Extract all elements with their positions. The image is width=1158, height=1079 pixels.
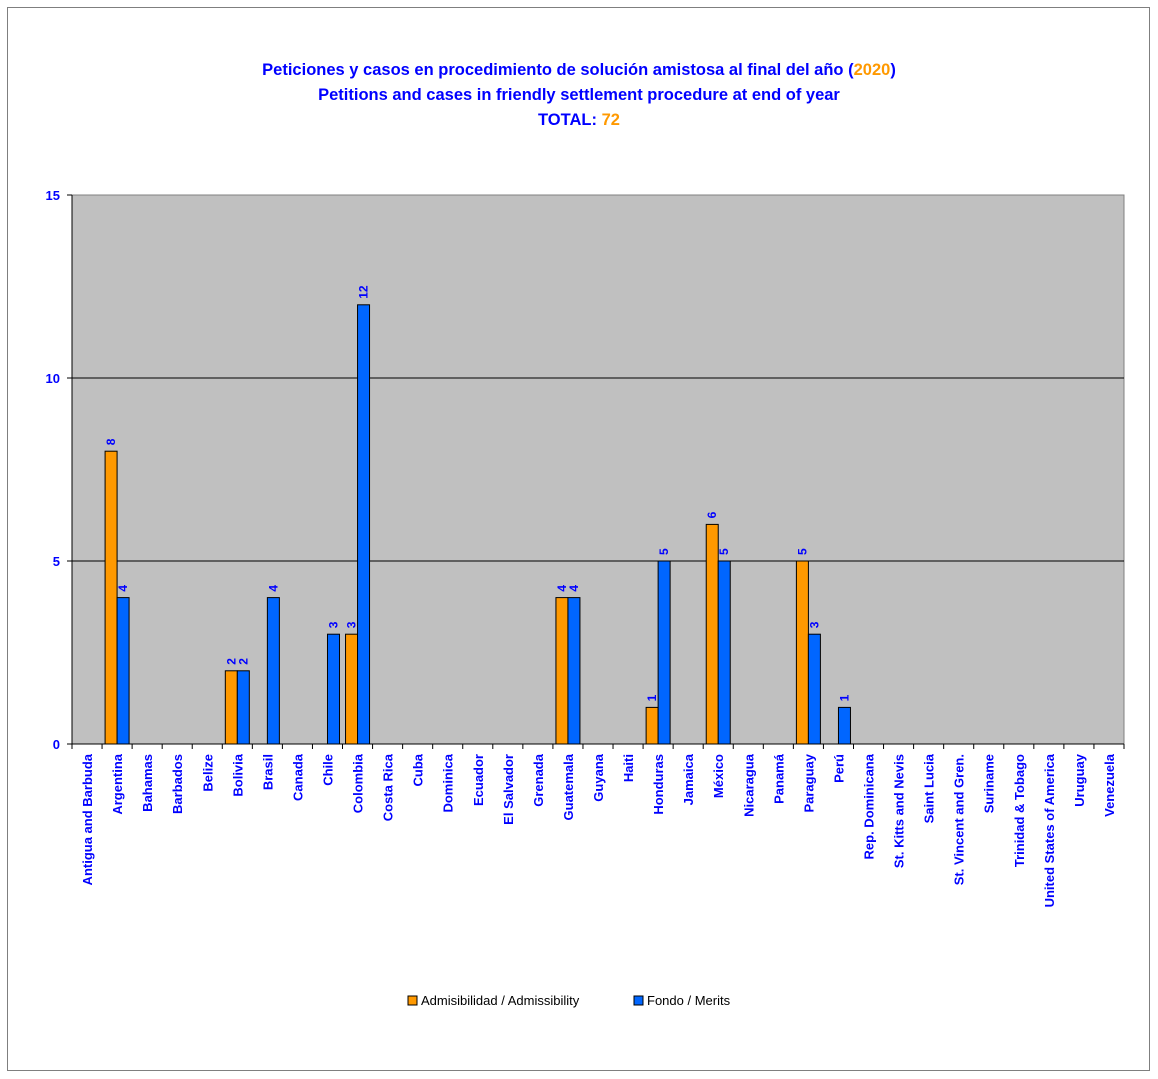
x-tick-label: United States of America [1042, 753, 1057, 907]
data-label: 2 [224, 658, 238, 665]
legend-label: Fondo / Merits [647, 993, 731, 1008]
x-tick-label: Guyana [591, 753, 606, 801]
x-tick-label: Trinidad & Tobago [1012, 754, 1027, 867]
x-tick-label: Honduras [651, 754, 666, 815]
data-label: 4 [266, 585, 280, 592]
data-label: 1 [837, 694, 851, 701]
bar-merits [116, 597, 130, 745]
data-label: 12 [357, 285, 371, 299]
data-label: 1 [645, 694, 659, 701]
x-tick-label: Barbados [170, 754, 185, 814]
x-tick-label: Canada [290, 753, 305, 801]
title-line1-text: Peticiones y casos en procedimiento de s… [262, 61, 854, 79]
bar-admissibility [104, 450, 118, 745]
bar-admissibility [645, 706, 659, 745]
data-label: 4 [555, 585, 569, 592]
x-tick-label: Saint Lucia [922, 753, 937, 823]
y-tick-label: 15 [46, 188, 60, 203]
x-tick-label: Grenada [531, 753, 546, 807]
bar-admissibility [555, 597, 569, 745]
x-tick-label: St. Vincent and Gren. [952, 754, 967, 885]
x-tick-label: Haiti [621, 754, 636, 782]
bar-merits [837, 706, 851, 745]
data-label: 3 [326, 621, 340, 628]
x-tick-label: Venezuela [1102, 753, 1117, 817]
x-tick-label: St. Kitts and Nevis [892, 754, 907, 868]
x-tick-label: Nicaragua [741, 753, 756, 817]
data-label: 3 [807, 621, 821, 628]
bar-admissibility [224, 670, 238, 745]
chart-title-line1: Peticiones y casos en procedimiento de s… [0, 58, 1158, 83]
x-tick-label: Rep. Dominicana [862, 753, 877, 859]
bar-merits [357, 304, 371, 745]
bar-admissibility [705, 523, 719, 745]
x-tick-label: México [711, 754, 726, 798]
chart-total-line: TOTAL: 72 [0, 108, 1158, 133]
data-label: 2 [236, 658, 250, 665]
x-tick-label: Costa Rica [381, 753, 396, 821]
total-label: TOTAL: [538, 111, 597, 129]
data-label: 4 [116, 585, 130, 592]
x-tick-label: Colombia [351, 753, 366, 813]
data-label: 5 [717, 548, 731, 555]
bar-admissibility [345, 633, 359, 745]
x-tick-label: Jamaica [681, 753, 696, 805]
bar-merits [236, 670, 250, 745]
bar-merits [567, 597, 581, 745]
x-tick-label: Ecuador [471, 754, 486, 806]
x-tick-label: Chile [320, 754, 335, 786]
x-tick-label: Argentina [110, 753, 125, 814]
x-tick-label: Perú [831, 754, 846, 783]
x-tick-label: Panamá [771, 753, 786, 804]
x-tick-label: Cuba [411, 753, 426, 786]
x-tick-label: Dominica [441, 753, 456, 812]
y-tick-label: 10 [46, 371, 60, 386]
chart-title-line2: Petitions and cases in friendly settleme… [318, 86, 840, 104]
legend-swatch [407, 995, 418, 1006]
data-label: 6 [705, 511, 719, 518]
x-tick-label: Belize [200, 754, 215, 792]
x-tick-label: Brasil [260, 754, 275, 790]
title-year: 2020 [853, 61, 891, 79]
data-label: 5 [795, 548, 809, 555]
data-label: 5 [657, 548, 671, 555]
legend-label: Admisibilidad / Admissibility [421, 993, 580, 1008]
x-tick-label: Guatemala [561, 753, 576, 820]
bar-merits [807, 633, 821, 745]
total-value: 72 [601, 111, 620, 129]
x-tick-label: El Salvador [501, 754, 516, 825]
x-tick-label: Paraguay [801, 753, 816, 812]
data-label: 4 [567, 585, 581, 592]
bar-merits [266, 597, 280, 745]
data-label: 8 [104, 438, 118, 445]
x-tick-label: Antigua and Barbuda [80, 753, 95, 885]
bar-admissibility [795, 560, 809, 745]
bar-merits [657, 560, 671, 745]
y-tick-label: 5 [53, 554, 60, 569]
data-label: 3 [345, 621, 359, 628]
legend-swatch [633, 995, 644, 1006]
bar-merits [326, 633, 340, 745]
title-line1-suffix: ) [890, 61, 896, 79]
chart-title-block: Peticiones y casos en procedimiento de s… [0, 58, 1158, 133]
y-tick-label: 0 [53, 737, 60, 752]
x-tick-label: Bahamas [140, 754, 155, 812]
x-tick-label: Bolivia [230, 753, 245, 796]
plot-area [71, 194, 1125, 745]
bar-merits [717, 560, 731, 745]
x-tick-label: Suriname [982, 754, 997, 813]
x-tick-label: Uruguay [1072, 753, 1087, 807]
